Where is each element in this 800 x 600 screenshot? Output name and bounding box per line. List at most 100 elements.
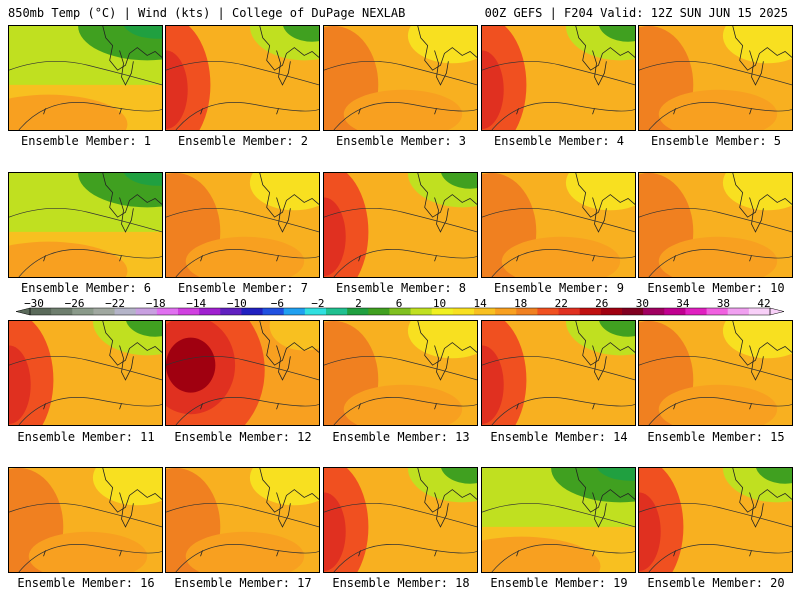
ensemble-member-map xyxy=(323,25,478,131)
colorbar-tick-label: 18 xyxy=(514,297,528,310)
colorbar-swatch xyxy=(558,308,581,315)
ensemble-member-label: Ensemble Member: 11 xyxy=(17,430,155,444)
ensemble-member-map xyxy=(8,320,163,426)
colorbar-swatch xyxy=(685,308,708,315)
colorbar-swatch xyxy=(622,308,644,315)
colorbar-tick-label: 34 xyxy=(676,297,690,310)
ensemble-member-map xyxy=(481,25,636,131)
colorbar-swatch xyxy=(706,308,729,315)
colorbar-swatch xyxy=(600,308,623,315)
temperature-field xyxy=(166,468,319,572)
colorbar-swatch xyxy=(51,308,73,315)
ensemble-member-map xyxy=(481,320,636,426)
ensemble-member-label: Ensemble Member: 16 xyxy=(17,576,155,590)
ensemble-member-map xyxy=(165,467,320,573)
colorbar-tick-label: −30 xyxy=(24,297,44,310)
ensemble-member-map xyxy=(165,320,320,426)
ensemble-member-map xyxy=(323,172,478,278)
colorbar-swatch xyxy=(220,308,242,315)
temperature-field xyxy=(324,26,477,130)
colorbar-tick-label: −6 xyxy=(270,297,284,310)
ensemble-member-label: Ensemble Member: 20 xyxy=(647,576,785,590)
colorbar-swatch xyxy=(643,308,665,315)
ensemble-member-label: Ensemble Member: 3 xyxy=(335,134,467,148)
ensemble-member-label: Ensemble Member: 14 xyxy=(490,430,628,444)
ensemble-member-label: Ensemble Member: 10 xyxy=(647,281,785,295)
colorbar-swatch xyxy=(156,308,179,315)
colorbar-swatch xyxy=(495,308,517,315)
colorbar-swatch xyxy=(283,308,306,315)
temperature-field xyxy=(324,468,477,572)
ensemble-member-map xyxy=(638,25,793,131)
temperature-field xyxy=(324,321,477,425)
ensemble-member-label: Ensemble Member: 8 xyxy=(335,281,467,295)
temperature-field xyxy=(9,468,162,572)
colorbar-swatch xyxy=(516,308,538,315)
colorbar-tick-label: 14 xyxy=(473,297,487,310)
colorbar-swatch xyxy=(326,308,348,315)
temperature-field xyxy=(9,173,162,277)
ensemble-member-label: Ensemble Member: 15 xyxy=(647,430,785,444)
colorbar-tick-label: −2 xyxy=(311,297,325,310)
temperature-field xyxy=(482,26,635,130)
map-title: 850mb Temp (°C) | Wind (kts) | College o… xyxy=(8,6,406,20)
colorbar-tick-label: −22 xyxy=(105,297,126,310)
ensemble-member-label: Ensemble Member: 2 xyxy=(177,134,309,148)
colorbar-swatch xyxy=(537,308,560,315)
colorbar-swatch xyxy=(579,308,602,315)
colorbar-swatch xyxy=(727,308,750,315)
ensemble-member-label: Ensemble Member: 17 xyxy=(174,576,312,590)
ensemble-member-label: Ensemble Member: 9 xyxy=(493,281,625,295)
colorbar-swatch xyxy=(474,308,496,315)
colorbar-tick-label: −10 xyxy=(226,297,247,310)
model-run-valid-time: 00Z GEFS | F204 Valid: 12Z SUN JUN 15 20… xyxy=(484,6,788,20)
ensemble-member-map xyxy=(165,25,320,131)
colorbar-swatch xyxy=(452,308,475,315)
ensemble-member-label: Ensemble Member: 1 xyxy=(20,134,152,148)
colorbar-tick-label: 10 xyxy=(432,297,447,310)
ensemble-member-label: Ensemble Member: 18 xyxy=(332,576,470,590)
colorbar-tick-label: 6 xyxy=(395,297,403,310)
ensemble-member-label: Ensemble Member: 7 xyxy=(177,281,309,295)
colorbar-tick-label: 2 xyxy=(355,297,362,310)
temperature-field xyxy=(166,173,319,277)
colorbar-right-arrow xyxy=(769,307,785,316)
colorbar-swatch xyxy=(135,308,158,315)
colorbar-tick-label: 42 xyxy=(757,297,771,310)
colorbar-swatch xyxy=(410,308,433,315)
ensemble-member-label: Ensemble Member: 4 xyxy=(493,134,625,148)
colorbar-tick-label: 38 xyxy=(716,297,731,310)
ensemble-member-label: Ensemble Member: 12 xyxy=(174,430,312,444)
colorbar-swatch xyxy=(389,308,412,315)
ensemble-member-map xyxy=(638,172,793,278)
colorbar-swatch xyxy=(262,308,285,315)
colorbar-tick-label: −14 xyxy=(186,297,207,310)
temperature-field xyxy=(166,26,319,130)
colorbar-swatch xyxy=(241,308,264,315)
ensemble-member-label: Ensemble Member: 5 xyxy=(650,134,782,148)
colorbar-swatch xyxy=(664,308,686,315)
colorbar-tick-label: 26 xyxy=(595,297,609,310)
colorbar-swatch xyxy=(72,308,94,315)
ensemble-member-map xyxy=(165,172,320,278)
temperature-field xyxy=(639,468,792,572)
temperature-field xyxy=(482,173,635,277)
temperature-field xyxy=(639,321,792,425)
colorbar-swatch xyxy=(178,308,200,315)
temperature-field xyxy=(639,173,792,277)
colorbar-swatch xyxy=(748,308,771,315)
temperature-field xyxy=(639,26,792,130)
temperature-field xyxy=(324,173,477,277)
colorbar-tick-label: 30 xyxy=(635,297,649,310)
colorbar-swatch xyxy=(93,308,116,315)
colorbar-swatch xyxy=(304,308,327,315)
ensemble-member-map xyxy=(8,467,163,573)
colorbar-swatch xyxy=(347,308,369,315)
temperature-field xyxy=(9,26,162,130)
colorbar-swatch xyxy=(431,308,454,315)
colorbar-swatch xyxy=(114,308,137,315)
temperature-field xyxy=(9,321,162,425)
colorbar-swatch xyxy=(199,308,221,315)
colorbar-tick-label: −26 xyxy=(64,297,85,310)
ensemble-member-label: Ensemble Member: 13 xyxy=(332,430,470,444)
